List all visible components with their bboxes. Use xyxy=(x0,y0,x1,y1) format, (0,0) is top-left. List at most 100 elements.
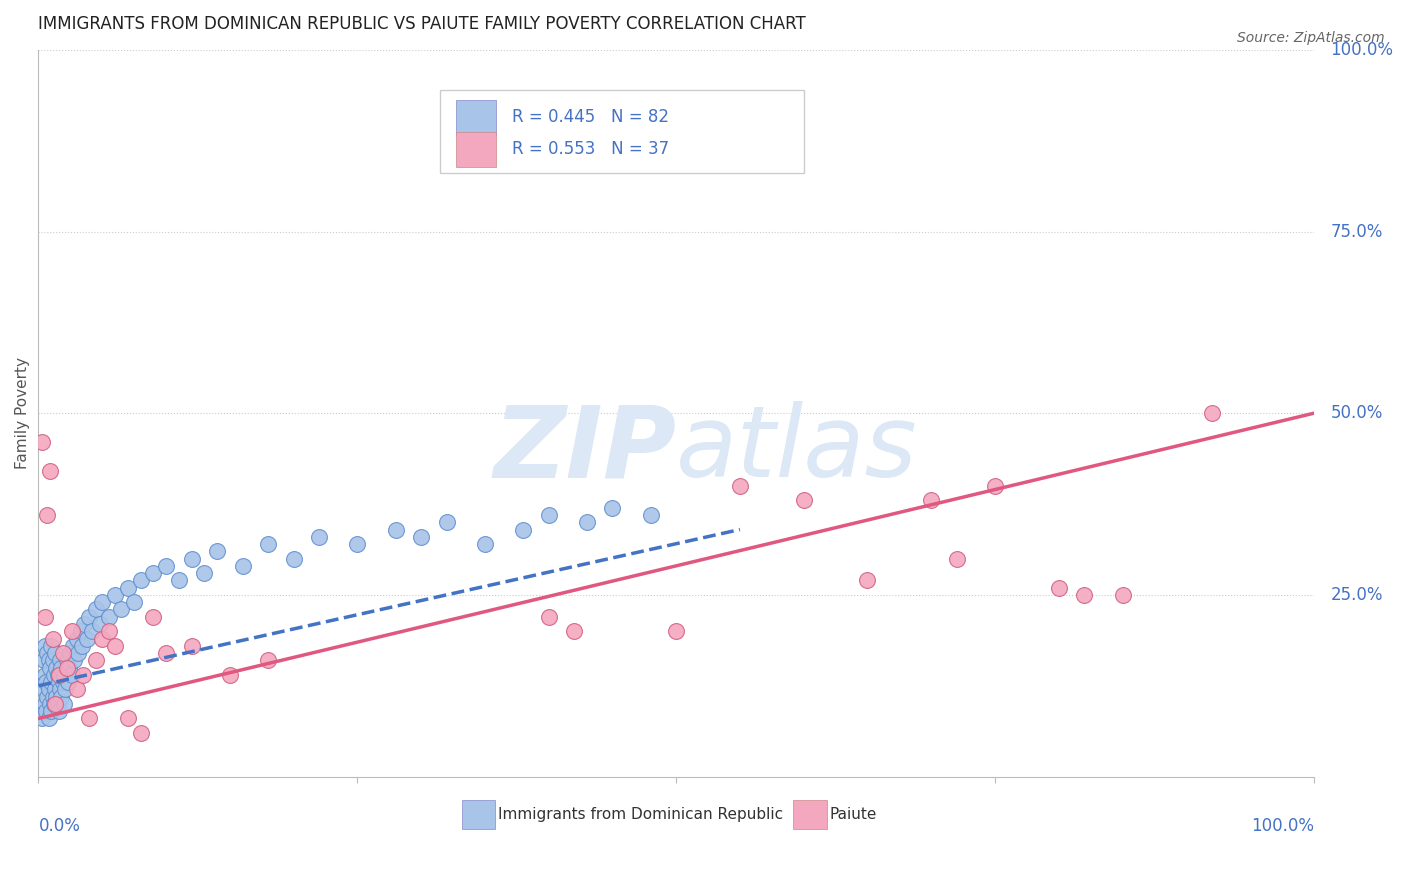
Point xyxy=(39,639,62,653)
Point xyxy=(70,639,93,653)
Bar xyxy=(440,90,804,173)
Point xyxy=(63,653,86,667)
Point xyxy=(84,653,107,667)
Point xyxy=(62,639,84,653)
Point xyxy=(41,632,63,646)
Point xyxy=(39,464,62,478)
Point xyxy=(180,551,202,566)
Point xyxy=(42,697,65,711)
Point xyxy=(45,660,67,674)
Point xyxy=(53,697,76,711)
Point xyxy=(37,508,59,522)
Point xyxy=(142,609,165,624)
Point xyxy=(856,574,879,588)
Point xyxy=(46,697,69,711)
Point xyxy=(193,566,215,581)
Point xyxy=(205,544,228,558)
Point xyxy=(48,704,70,718)
Point xyxy=(51,690,73,704)
Y-axis label: Family Poverty: Family Poverty xyxy=(15,357,30,469)
Point xyxy=(49,653,72,667)
Point xyxy=(41,653,63,667)
Point xyxy=(73,617,96,632)
Point xyxy=(39,675,62,690)
Point xyxy=(69,624,91,639)
Point xyxy=(48,668,70,682)
Point xyxy=(665,624,688,639)
Point xyxy=(984,479,1007,493)
Point xyxy=(97,624,120,639)
Point xyxy=(793,493,815,508)
Point xyxy=(60,668,83,682)
Text: Immigrants from Dominican Republic: Immigrants from Dominican Republic xyxy=(498,807,783,822)
Text: Source: ZipAtlas.com: Source: ZipAtlas.com xyxy=(1237,31,1385,45)
Point xyxy=(117,581,139,595)
Point xyxy=(31,711,53,725)
Text: 100.0%: 100.0% xyxy=(1330,41,1393,59)
Point xyxy=(129,574,152,588)
Point xyxy=(346,537,368,551)
Point xyxy=(32,682,55,697)
Point xyxy=(79,711,101,725)
Point xyxy=(45,690,67,704)
Point xyxy=(155,558,177,573)
Point xyxy=(38,711,60,725)
Point xyxy=(155,646,177,660)
Point xyxy=(91,595,114,609)
Point xyxy=(84,602,107,616)
Text: 100.0%: 100.0% xyxy=(1251,816,1313,835)
Point xyxy=(59,646,82,660)
Point xyxy=(48,675,70,690)
Point xyxy=(920,493,942,508)
Point xyxy=(38,682,60,697)
Point xyxy=(218,668,240,682)
Point xyxy=(167,574,190,588)
Point xyxy=(1073,588,1095,602)
Point xyxy=(34,697,56,711)
Point xyxy=(79,609,101,624)
Point xyxy=(180,639,202,653)
Point xyxy=(55,653,77,667)
Point xyxy=(575,515,598,529)
Point xyxy=(257,537,280,551)
Point xyxy=(32,653,55,667)
Point xyxy=(1201,406,1223,420)
Point xyxy=(72,668,94,682)
Point xyxy=(51,660,73,674)
Point xyxy=(42,668,65,682)
Point xyxy=(34,609,56,624)
Point xyxy=(945,551,967,566)
Point xyxy=(640,508,662,522)
Point xyxy=(129,726,152,740)
Point xyxy=(58,660,80,674)
Point xyxy=(409,530,432,544)
Point xyxy=(122,595,145,609)
Point xyxy=(104,639,127,653)
Bar xyxy=(456,132,496,167)
Point xyxy=(46,668,69,682)
Point xyxy=(384,523,406,537)
Point xyxy=(728,479,751,493)
Point xyxy=(231,558,253,573)
Point xyxy=(474,537,496,551)
Point xyxy=(1047,581,1070,595)
Point xyxy=(257,653,280,667)
Text: 0.0%: 0.0% xyxy=(38,816,80,835)
Point xyxy=(53,668,76,682)
Point xyxy=(35,704,58,718)
Point xyxy=(97,609,120,624)
Point xyxy=(91,632,114,646)
Point xyxy=(537,508,560,522)
Point xyxy=(1111,588,1133,602)
Point xyxy=(44,697,66,711)
Bar xyxy=(463,800,495,829)
Point xyxy=(55,660,77,674)
Point xyxy=(89,617,111,632)
Point xyxy=(512,523,534,537)
Point xyxy=(66,632,89,646)
Point xyxy=(37,690,59,704)
Point xyxy=(41,690,63,704)
Point xyxy=(37,646,59,660)
Point xyxy=(35,675,58,690)
Bar xyxy=(793,800,827,829)
